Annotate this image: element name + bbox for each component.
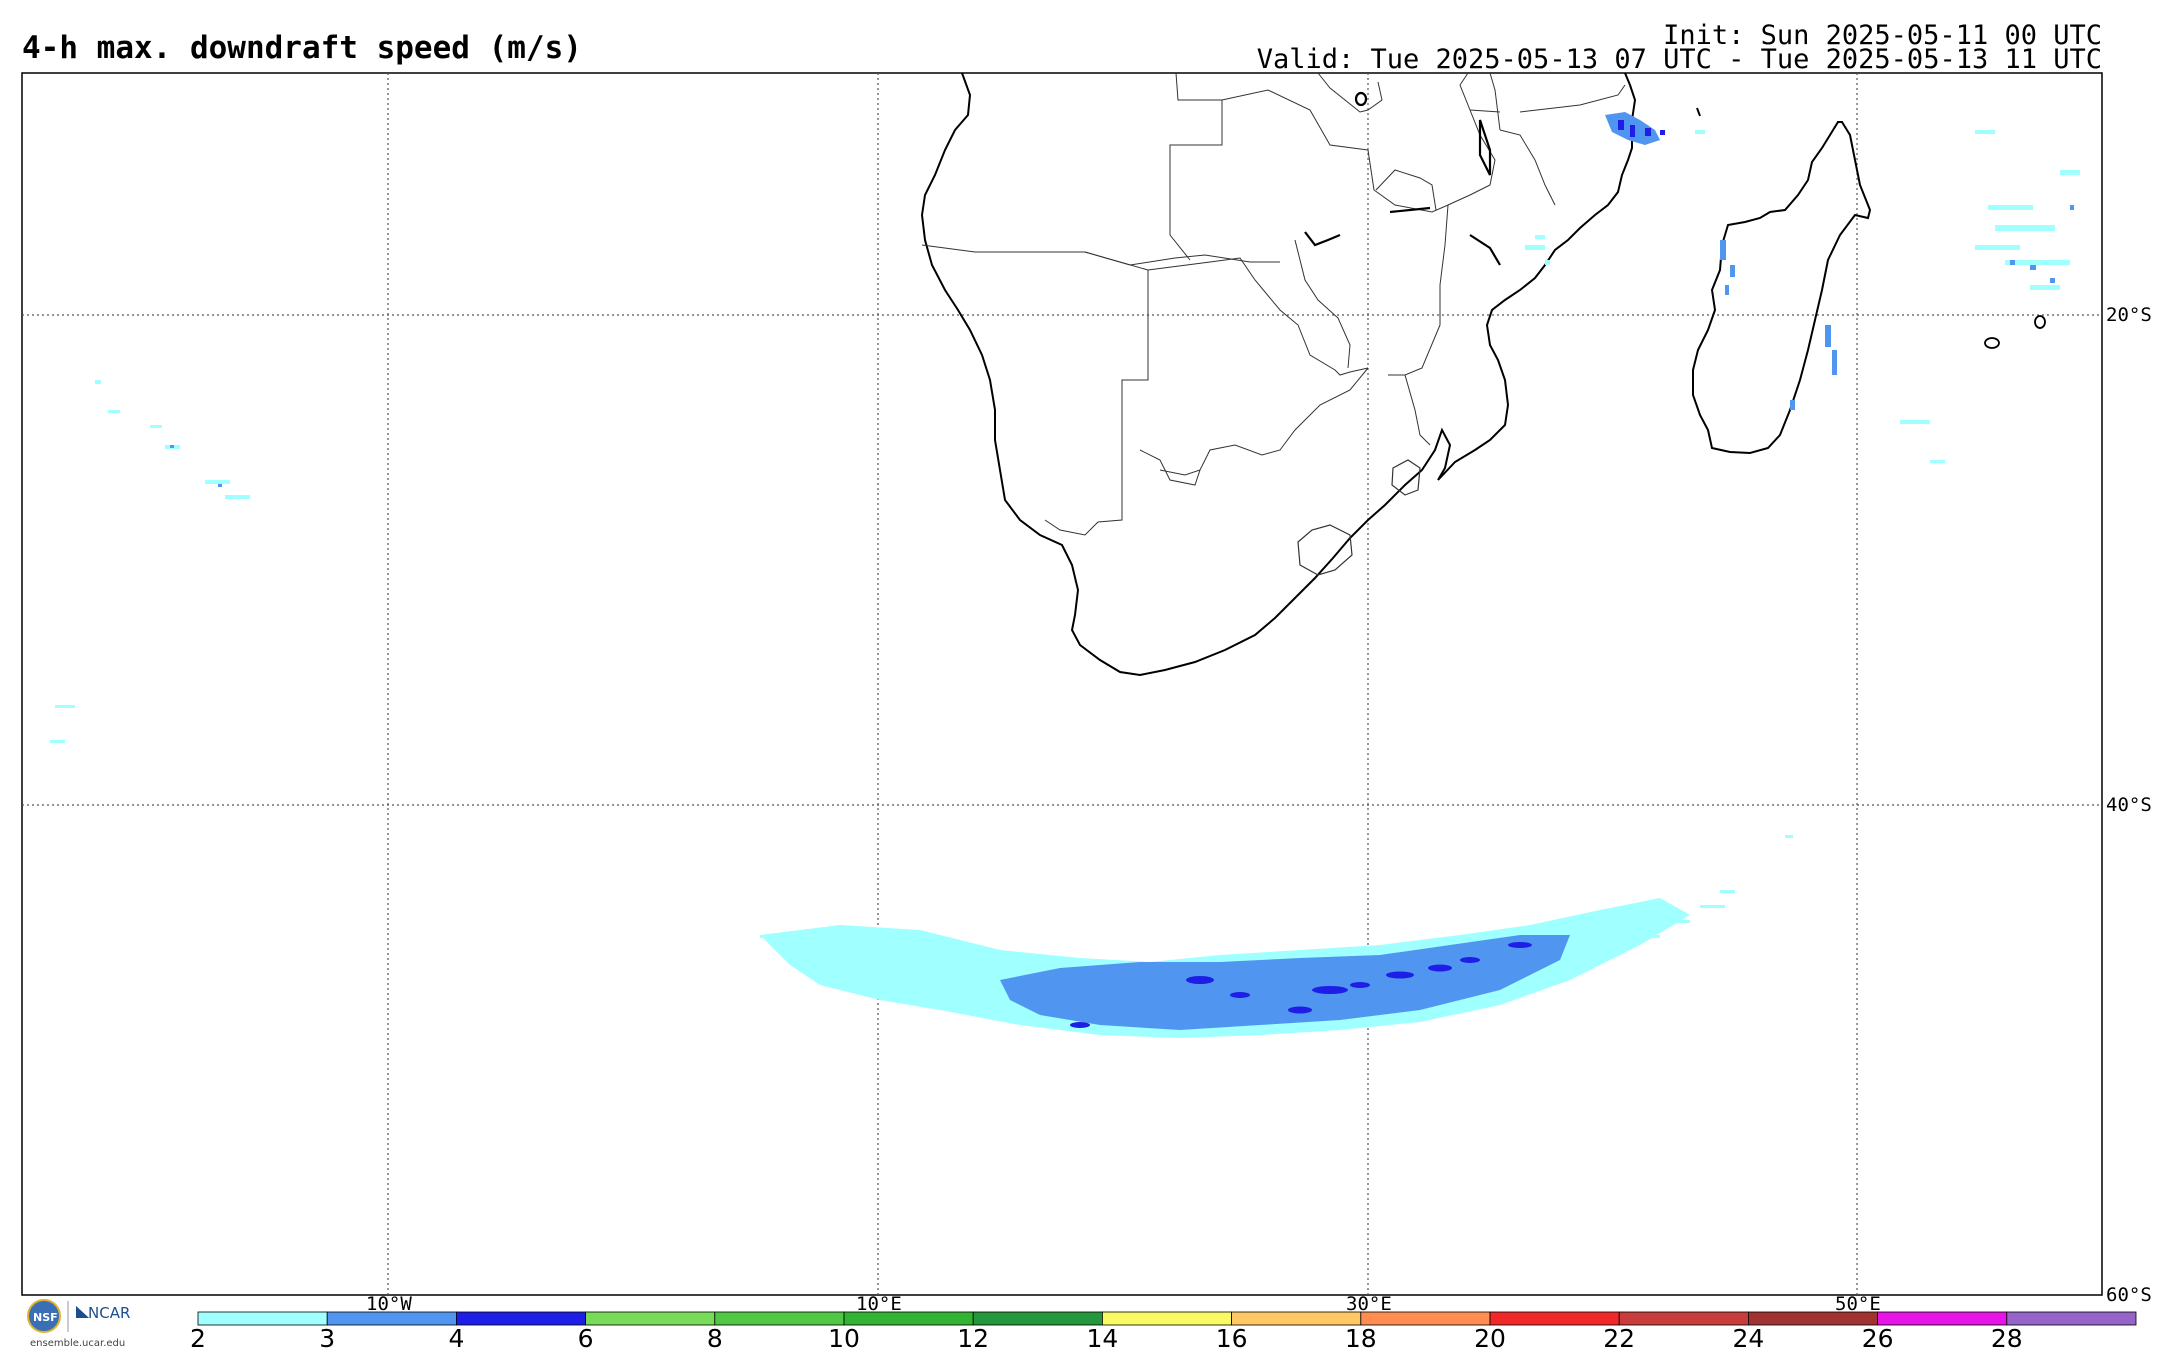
colorbar-swatch [1877,1311,2008,1326]
africa-coastline [920,72,1637,677]
colorbar-tick-label: 14 [1086,1324,1118,1353]
colorbar-tick-label: 6 [578,1324,594,1353]
colorbar-tick-label: 8 [707,1324,723,1353]
colorbar-swatch [585,1311,716,1326]
colorbar-swatch [1618,1311,1749,1326]
colorbar-swatch [455,1311,586,1326]
map-frame [21,72,2103,1296]
lon-label-30e: 30°E [1346,1293,1392,1315]
lon-label-10e: 10°E [856,1293,902,1315]
colorbar-tick-label: 16 [1216,1324,1248,1353]
valid-time: Valid: Tue 2025-05-13 07 UTC - Tue 2025-… [1256,44,2102,75]
colorbar-tick-label: 12 [957,1324,989,1353]
lakes [1304,91,1501,266]
nsf-logo-icon [27,1299,61,1333]
colorbar: 2 3 4 6 8 10 12 14 16 18 20 22 24 26 28 [190,1311,2137,1353]
nsf-logo-text: NSF [33,1311,58,1324]
ncar-logo-text: NCAR [88,1304,130,1322]
lesotho-border [1297,524,1353,576]
lon-label-10w: 10°W [366,1293,412,1315]
colorbar-swatch [2006,1311,2137,1326]
colorbar-tick-label: 24 [1732,1324,1764,1353]
lat-label-20s: 20°S [2106,304,2152,326]
colorbar-swatch [714,1311,845,1326]
colorbar-tick-label: 4 [448,1324,464,1353]
eswatini-border [1391,459,1421,496]
downdraft-speckles-nw-core [170,445,222,487]
colorbar-swatch [1489,1311,1620,1326]
colorbar-swatch [326,1311,457,1326]
comoros-island [1696,107,1701,117]
colorbar-tick-label: 26 [1862,1324,1894,1353]
colorbar-swatch [843,1311,974,1326]
colorbar-swatch [1102,1311,1233,1326]
logo-url: ensemble.ucar.edu [30,1338,126,1349]
ncar-logo-icon-lower [76,1306,89,1318]
colorbar-tick-label: 22 [1603,1324,1635,1353]
mauritius-island [1984,337,2000,349]
colorbar-swatch [972,1311,1103,1326]
lat-label-60s: 60°S [2106,1284,2152,1306]
colorbar-swatch [1748,1311,1879,1326]
colorbar-swatch [197,1311,328,1326]
colorbar-tick-label: 28 [1991,1324,2023,1353]
colorbar-swatch [1360,1311,1491,1326]
colorbar-swatch [1231,1311,1362,1326]
colorbar-tick-label: 20 [1474,1324,1506,1353]
downdraft-speckles-ne [1525,112,2080,463]
colorbar-tick-label: 3 [319,1324,335,1353]
lon-label-50e: 50°E [1835,1293,1881,1315]
country-borders [921,72,1626,536]
colorbar-tick-label: 18 [1345,1324,1377,1353]
reunion-island [2034,315,2046,329]
downdraft-band-south [760,890,1735,1038]
colorbar-tick-label: 10 [828,1324,860,1353]
lat-label-40s: 40°S [2106,794,2152,816]
colorbar-tick-label: 2 [190,1324,206,1353]
ncar-logo: NSF NCAR [27,1299,130,1333]
madagascar-coastline [1692,121,1872,455]
graticule [22,73,2102,1295]
init-time: Init: Sun 2025-05-11 00 UTC [1663,20,2102,51]
map-title: 4-h max. downdraft speed (m/s) [22,30,582,66]
